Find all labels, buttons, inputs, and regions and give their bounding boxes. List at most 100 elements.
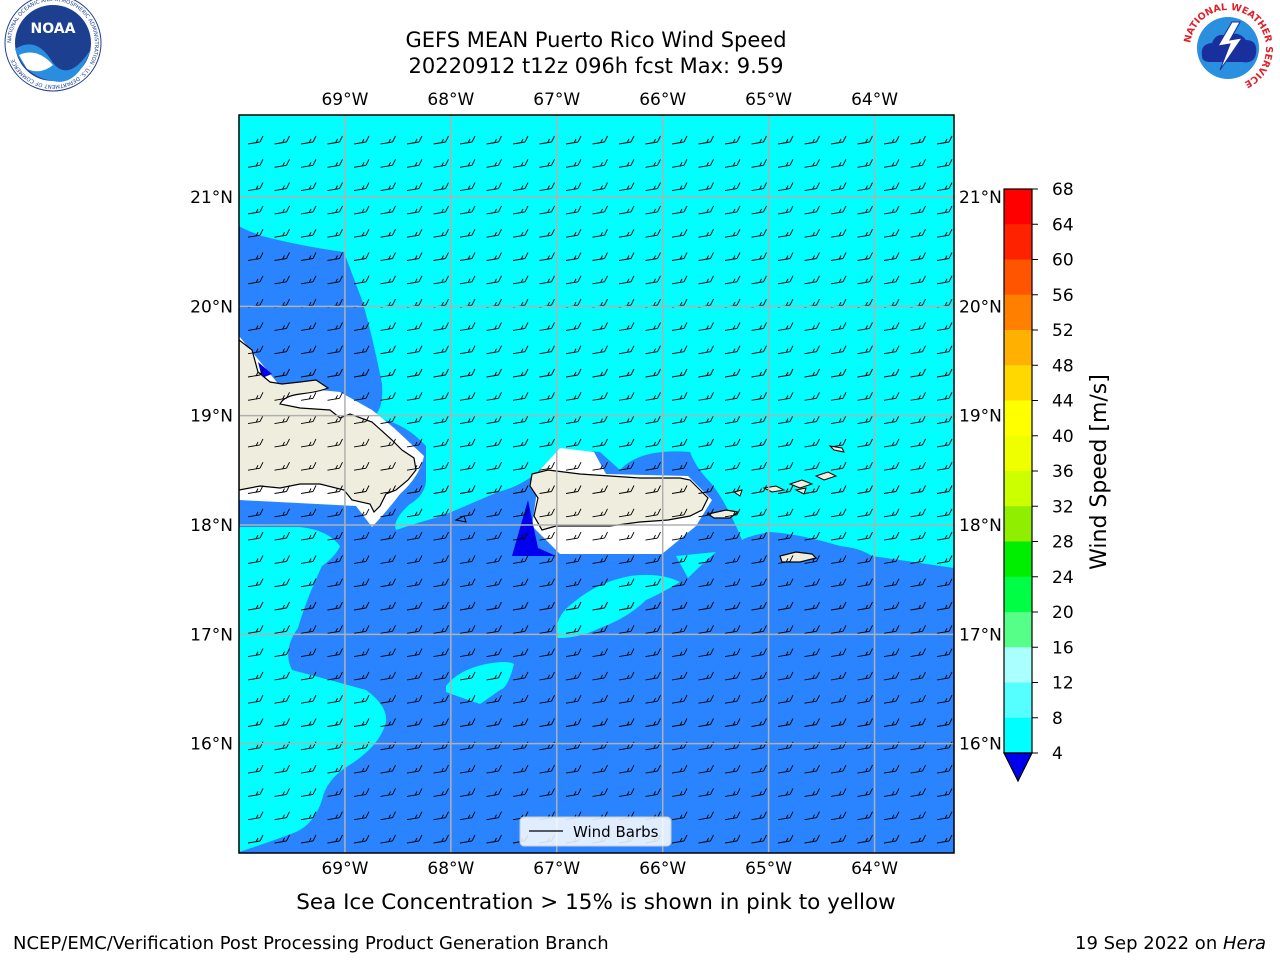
wind-barb bbox=[857, 159, 873, 168]
wind-barb bbox=[671, 718, 688, 727]
wind-barb bbox=[406, 648, 423, 658]
wind-barb bbox=[618, 438, 635, 448]
wind-barb bbox=[406, 461, 423, 471]
wind-barb bbox=[300, 741, 317, 751]
wind-barb bbox=[910, 741, 926, 751]
wind-barb bbox=[433, 205, 449, 215]
wind-barb bbox=[353, 811, 370, 821]
wind-barb bbox=[830, 461, 847, 471]
wind-barb bbox=[830, 694, 847, 704]
wind-barb bbox=[380, 438, 396, 448]
wind-barb bbox=[804, 275, 820, 285]
lat-label-right: 18°N bbox=[959, 516, 1002, 536]
wind-barb bbox=[592, 392, 608, 401]
wind-barb bbox=[883, 392, 900, 401]
wind-barb bbox=[274, 648, 290, 658]
wind-barb bbox=[698, 275, 714, 285]
wind-barb bbox=[512, 415, 529, 425]
wind-barb bbox=[804, 345, 820, 355]
wind-barb bbox=[300, 625, 317, 634]
wind-barb bbox=[433, 741, 449, 751]
wind-barb bbox=[433, 531, 449, 541]
wind-barb bbox=[618, 555, 635, 564]
wind-barb bbox=[565, 392, 582, 401]
wind-barb bbox=[751, 135, 767, 145]
wind-barb bbox=[353, 671, 370, 681]
wind-barb bbox=[274, 135, 290, 145]
wind-barb bbox=[751, 625, 767, 634]
wind-barb bbox=[592, 135, 608, 145]
wind-barb bbox=[565, 252, 582, 261]
wind-barb bbox=[433, 461, 449, 471]
wind-barb bbox=[406, 182, 423, 192]
wind-barb bbox=[433, 159, 449, 168]
wind-barb bbox=[698, 578, 714, 588]
wind-barb bbox=[512, 182, 529, 192]
wind-barb bbox=[274, 205, 290, 215]
wind-barb bbox=[671, 159, 688, 168]
wind-barb bbox=[459, 578, 476, 588]
wind-barb bbox=[936, 322, 953, 331]
wind-barb bbox=[645, 531, 661, 541]
wind-barb bbox=[565, 205, 582, 215]
wind-barb bbox=[936, 741, 953, 751]
wind-barb bbox=[804, 718, 820, 727]
wind-barb bbox=[300, 531, 317, 541]
wind-barb bbox=[751, 578, 767, 588]
wind-barb bbox=[353, 625, 370, 634]
wind-barb bbox=[645, 485, 661, 494]
lon-label-top: 68°W bbox=[427, 90, 474, 110]
wind-barb bbox=[751, 764, 767, 774]
wind-barb bbox=[459, 392, 476, 401]
wind-barb bbox=[353, 135, 370, 145]
lat-label-right: 21°N bbox=[959, 188, 1002, 208]
wind-barb bbox=[406, 578, 423, 588]
wind-barb bbox=[698, 345, 714, 355]
wind-barb bbox=[777, 811, 794, 821]
wind-barb bbox=[512, 368, 529, 378]
wind-barb bbox=[406, 228, 423, 238]
wind-barb bbox=[857, 764, 873, 774]
wind-barb bbox=[539, 578, 555, 588]
wind-barb bbox=[327, 625, 343, 634]
wind-barb bbox=[910, 322, 926, 331]
wind-barb bbox=[592, 345, 608, 355]
wind-barb bbox=[247, 764, 264, 774]
lon-label-bottom: 69°W bbox=[321, 859, 368, 879]
wind-barb bbox=[592, 438, 608, 448]
lon-label-bottom: 64°W bbox=[851, 859, 898, 879]
wind-barb bbox=[777, 485, 794, 494]
wind-barb bbox=[910, 182, 926, 192]
wind-barb bbox=[698, 531, 714, 541]
wind-barb bbox=[645, 694, 661, 704]
wind-barb bbox=[459, 368, 476, 378]
wind-barb bbox=[406, 415, 423, 425]
wind-barb bbox=[857, 555, 873, 564]
wind-barb bbox=[830, 555, 847, 564]
wind-barb bbox=[565, 741, 582, 751]
wind-barb bbox=[883, 368, 900, 378]
wind-barb bbox=[459, 741, 476, 751]
footer-credit: NCEP/EMC/Verification Post Processing Pr… bbox=[13, 933, 609, 954]
wind-barb bbox=[565, 228, 582, 238]
wind-barb bbox=[698, 205, 714, 215]
wind-barb bbox=[274, 322, 290, 331]
wind-barb bbox=[857, 531, 873, 541]
wind-barb bbox=[353, 648, 370, 658]
wind-barb bbox=[433, 275, 449, 285]
wind-barb bbox=[645, 671, 661, 681]
wind-barb bbox=[592, 461, 608, 471]
wind-barb bbox=[671, 741, 688, 751]
wind-barb bbox=[645, 159, 661, 168]
lon-label-top: 65°W bbox=[745, 90, 792, 110]
wind-barb bbox=[804, 671, 820, 681]
wind-barb bbox=[724, 741, 741, 751]
wind-barb bbox=[804, 508, 820, 518]
wind-barb bbox=[274, 625, 290, 634]
wind-barb bbox=[565, 182, 582, 192]
wind-barb bbox=[645, 438, 661, 448]
wind-barb bbox=[300, 811, 317, 821]
wind-barb bbox=[804, 182, 820, 192]
wind-barb bbox=[804, 438, 820, 448]
wind-barb bbox=[300, 578, 317, 588]
